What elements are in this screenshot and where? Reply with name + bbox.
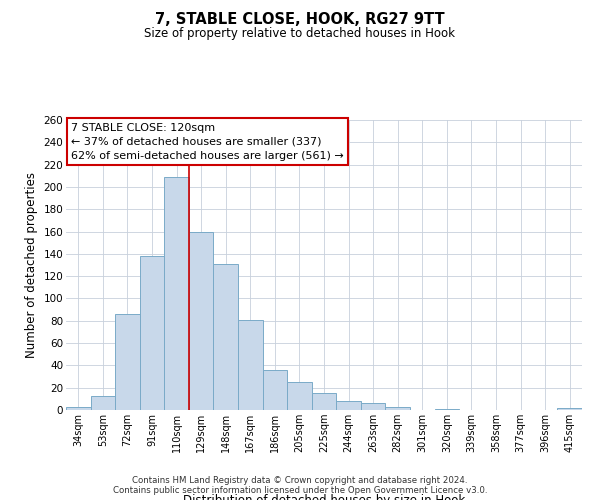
Bar <box>385 406 410 410</box>
Text: 7, STABLE CLOSE, HOOK, RG27 9TT: 7, STABLE CLOSE, HOOK, RG27 9TT <box>155 12 445 28</box>
Bar <box>336 401 361 410</box>
Y-axis label: Number of detached properties: Number of detached properties <box>25 172 38 358</box>
Bar <box>238 320 263 410</box>
Text: Contains public sector information licensed under the Open Government Licence v3: Contains public sector information licen… <box>113 486 487 495</box>
Bar <box>361 404 385 410</box>
Bar <box>140 256 164 410</box>
Text: Contains HM Land Registry data © Crown copyright and database right 2024.: Contains HM Land Registry data © Crown c… <box>132 476 468 485</box>
Bar <box>557 408 582 410</box>
Text: Size of property relative to detached houses in Hook: Size of property relative to detached ho… <box>145 28 455 40</box>
Bar <box>189 232 214 410</box>
Bar <box>312 394 336 410</box>
Bar <box>115 314 140 410</box>
Bar <box>263 370 287 410</box>
Bar <box>66 406 91 410</box>
Bar <box>434 409 459 410</box>
Bar <box>164 177 189 410</box>
Text: 7 STABLE CLOSE: 120sqm
← 37% of detached houses are smaller (337)
62% of semi-de: 7 STABLE CLOSE: 120sqm ← 37% of detached… <box>71 123 344 161</box>
Bar <box>214 264 238 410</box>
Bar <box>287 382 312 410</box>
X-axis label: Distribution of detached houses by size in Hook: Distribution of detached houses by size … <box>183 494 465 500</box>
Bar <box>91 396 115 410</box>
